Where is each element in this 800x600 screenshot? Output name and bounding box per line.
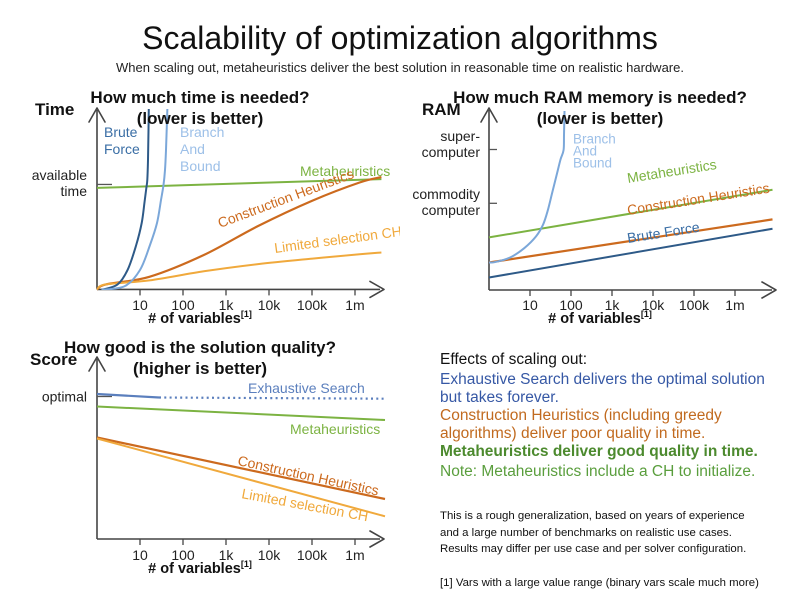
svg-text:Metaheuristics: Metaheuristics (626, 156, 718, 186)
svg-text:Construction Heuristics: Construction Heuristics (626, 180, 771, 218)
svg-text:Metaheuristics: Metaheuristics (290, 421, 380, 437)
svg-text:available: available (32, 167, 87, 183)
svg-text:And: And (180, 141, 205, 157)
svg-text:Construction Heuristics: Construction Heuristics (215, 165, 355, 230)
svg-text:computer: computer (422, 144, 481, 160)
svg-text:optimal: optimal (42, 389, 87, 405)
svg-text:time: time (61, 183, 88, 199)
svg-text:super-: super- (440, 128, 480, 144)
svg-text:Bound: Bound (180, 158, 220, 174)
svg-text:Force: Force (104, 141, 140, 157)
svg-text:Limited selection CH: Limited selection CH (273, 223, 400, 256)
svg-text:Brute Force: Brute Force (626, 219, 701, 246)
svg-text:computer: computer (422, 202, 481, 218)
svg-text:commodity: commodity (412, 186, 480, 202)
svg-text:Exhaustive Search: Exhaustive Search (248, 380, 365, 396)
svg-text:Bound: Bound (573, 156, 612, 171)
